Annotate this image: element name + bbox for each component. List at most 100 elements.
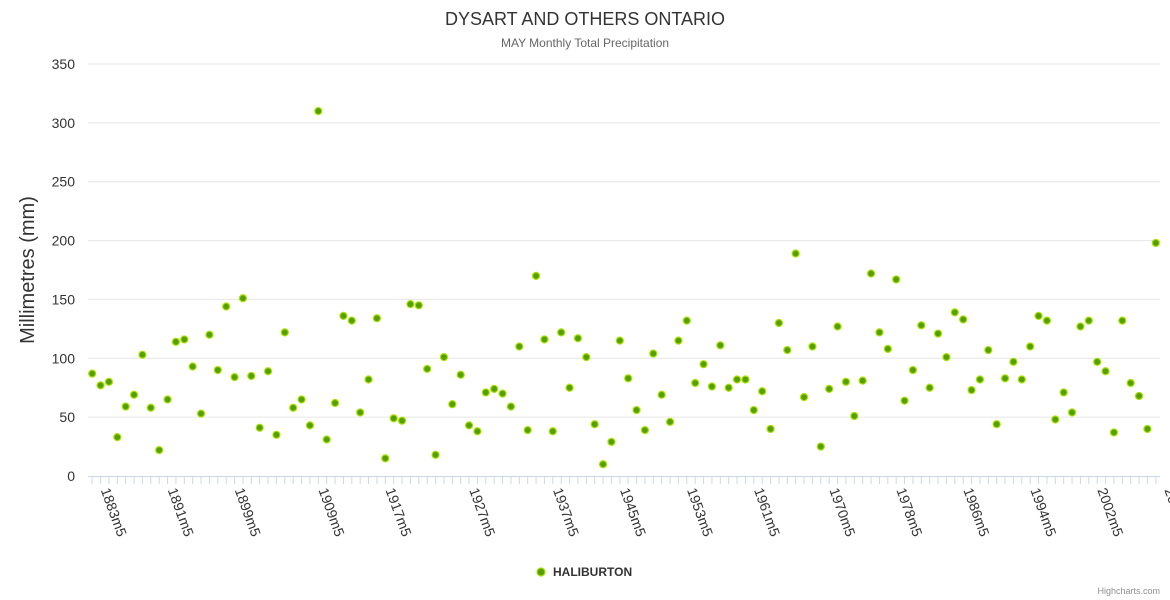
data-point[interactable] (247, 371, 256, 381)
data-point[interactable] (590, 420, 599, 429)
data-point[interactable] (548, 427, 557, 436)
data-point[interactable] (230, 373, 239, 382)
data-point[interactable] (188, 362, 197, 371)
data-point[interactable] (88, 369, 97, 378)
data-point[interactable] (456, 370, 465, 379)
data-point[interactable] (615, 336, 624, 345)
data-point[interactable] (707, 382, 717, 391)
data-point[interactable] (573, 334, 583, 343)
data-point[interactable] (992, 420, 1001, 429)
data-point[interactable] (724, 383, 733, 392)
legend-label[interactable]: HALIBURTON (553, 565, 632, 579)
data-point[interactable] (104, 377, 114, 386)
data-point[interactable] (749, 405, 758, 415)
data-point[interactable] (129, 390, 139, 399)
data-point[interactable] (414, 301, 423, 310)
data-point[interactable] (933, 329, 943, 338)
data-point[interactable] (314, 106, 323, 116)
data-point[interactable] (1051, 415, 1060, 424)
data-point[interactable] (799, 393, 809, 402)
data-point[interactable] (959, 315, 968, 324)
data-point[interactable] (523, 425, 532, 435)
data-point[interactable] (397, 416, 407, 425)
data-point[interactable] (347, 316, 356, 325)
data-point[interactable] (263, 367, 273, 376)
data-point[interactable] (732, 375, 742, 384)
data-point[interactable] (481, 388, 490, 397)
data-point[interactable] (155, 446, 164, 455)
data-point[interactable] (222, 302, 231, 311)
data-point[interactable] (356, 408, 365, 417)
data-point[interactable] (255, 423, 264, 432)
data-point[interactable] (1101, 367, 1110, 376)
data-point[interactable] (858, 376, 867, 385)
data-point[interactable] (364, 375, 373, 384)
data-point[interactable] (1026, 342, 1035, 351)
legend[interactable]: HALIBURTON (536, 565, 632, 579)
data-point[interactable] (766, 424, 775, 434)
data-point[interactable] (758, 387, 767, 396)
data-point[interactable] (1134, 391, 1144, 401)
data-point[interactable] (339, 311, 348, 321)
data-point[interactable] (439, 353, 449, 362)
data-point[interactable] (691, 378, 700, 388)
data-point[interactable] (783, 345, 792, 355)
data-point[interactable] (490, 384, 499, 393)
data-point[interactable] (322, 435, 331, 444)
data-point[interactable] (171, 337, 181, 346)
data-point[interactable] (163, 395, 172, 404)
data-point[interactable] (330, 398, 340, 408)
data-point[interactable] (1093, 357, 1102, 366)
data-point[interactable] (498, 389, 507, 398)
data-point[interactable] (674, 336, 683, 345)
data-point[interactable] (640, 425, 650, 435)
data-point[interactable] (816, 442, 825, 451)
data-point[interactable] (875, 328, 884, 337)
data-point[interactable] (381, 454, 390, 463)
data-point[interactable] (213, 365, 222, 375)
data-point[interactable] (1042, 316, 1052, 325)
data-point[interactable] (892, 275, 901, 284)
credits-link[interactable]: Highcharts.com (1097, 586, 1160, 596)
data-point[interactable] (908, 365, 918, 375)
data-point[interactable] (883, 344, 892, 353)
data-point[interactable] (808, 342, 817, 351)
data-point[interactable] (699, 360, 708, 369)
data-point[interactable] (473, 427, 482, 436)
data-point[interactable] (1143, 424, 1152, 434)
data-point[interactable] (238, 294, 248, 303)
data-point[interactable] (841, 377, 851, 386)
data-point[interactable] (448, 400, 457, 409)
data-point[interactable] (665, 417, 675, 426)
data-point[interactable] (196, 409, 206, 418)
data-point[interactable] (1000, 374, 1010, 383)
data-point[interactable] (925, 383, 934, 392)
data-point[interactable] (833, 322, 842, 331)
data-point[interactable] (96, 381, 105, 390)
data-point[interactable] (825, 384, 834, 393)
data-point[interactable] (741, 375, 750, 384)
data-point[interactable] (1109, 428, 1119, 437)
data-point[interactable] (515, 342, 524, 351)
data-point[interactable] (289, 403, 298, 412)
data-point[interactable] (531, 271, 541, 280)
data-point[interactable] (900, 396, 909, 405)
data-point[interactable] (540, 335, 549, 344)
data-point[interactable] (1118, 316, 1127, 325)
data-point[interactable] (1151, 238, 1160, 248)
data-point[interactable] (464, 421, 474, 430)
data-point[interactable] (682, 316, 691, 325)
data-point[interactable] (1017, 375, 1026, 384)
data-point[interactable] (565, 383, 574, 392)
data-point[interactable] (305, 421, 315, 430)
data-point[interactable] (774, 318, 784, 328)
data-point[interactable] (598, 460, 608, 469)
data-point[interactable] (146, 403, 155, 412)
data-point[interactable] (975, 375, 985, 384)
data-point[interactable] (297, 395, 306, 404)
data-point[interactable] (423, 364, 432, 373)
data-point[interactable] (967, 385, 976, 395)
data-point[interactable] (180, 335, 189, 344)
data-point[interactable] (113, 433, 122, 442)
data-point[interactable] (1067, 408, 1077, 417)
